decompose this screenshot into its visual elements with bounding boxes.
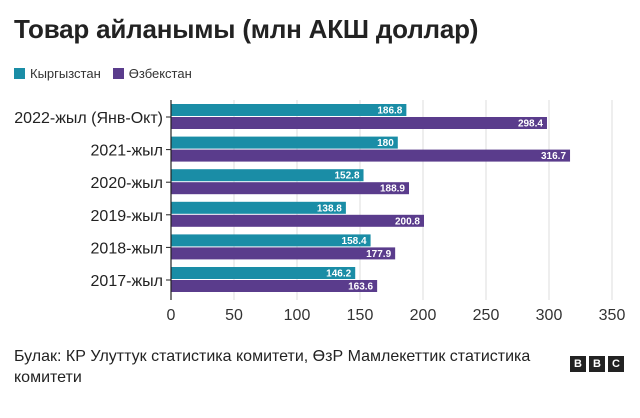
- bar-uzbekistan: [171, 182, 410, 195]
- legend-swatch-kyrgyzstan: [14, 68, 25, 79]
- bar-uzbekistan: [171, 214, 425, 227]
- category-label: 2022-жыл (Янв-Окт): [14, 110, 163, 127]
- data-label-uzbekistan: 316.7: [541, 151, 566, 162]
- data-label-kyrgyzstan: 180: [377, 138, 394, 149]
- data-label-uzbekistan: 163.6: [348, 282, 373, 293]
- bar-kyrgyzstan: [171, 234, 371, 247]
- data-label-kyrgyzstan: 138.8: [317, 203, 342, 214]
- category-label: 2018-жыл: [91, 240, 163, 257]
- bbc-logo: B B C: [570, 356, 624, 372]
- bar-uzbekistan: [171, 117, 547, 129]
- source-note: Булак: КР Улуттук статистика комитети, Ө…: [14, 348, 531, 386]
- bar-uzbekistan: [171, 280, 378, 292]
- bar-uzbekistan: [171, 247, 396, 260]
- data-label-uzbekistan: 200.8: [395, 216, 420, 227]
- legend-label-uzbekistan: Өзбекстан: [128, 66, 192, 81]
- bar-kyrgyzstan: [171, 169, 364, 182]
- category-label: 2021-жыл: [91, 143, 163, 160]
- data-label-uzbekistan: 298.4: [518, 119, 543, 130]
- category-label: 2019-жыл: [91, 208, 163, 225]
- x-tick-label: 250: [473, 307, 500, 324]
- data-label-uzbekistan: 177.9: [366, 249, 391, 260]
- bar-uzbekistan: [171, 149, 571, 162]
- data-label-uzbekistan: 188.9: [380, 184, 405, 195]
- bbc-logo-letter: C: [608, 356, 624, 372]
- category-label: 2020-жыл: [91, 175, 163, 192]
- data-label-kyrgyzstan: 158.4: [342, 236, 367, 247]
- bbc-logo-letter: B: [570, 356, 586, 372]
- legend-label-kyrgyzstan: Кыргызстан: [30, 66, 101, 81]
- data-label-kyrgyzstan: 152.8: [334, 171, 359, 182]
- category-label: 2017-жыл: [91, 273, 163, 290]
- x-tick-label: 300: [536, 307, 563, 324]
- data-label-kyrgyzstan: 186.8: [377, 106, 402, 117]
- legend-item-kyrgyzstan: Кыргызстан: [14, 66, 101, 81]
- x-tick-label: 350: [599, 307, 626, 324]
- bar-kyrgyzstan: [171, 136, 398, 149]
- x-tick-label: 50: [225, 307, 243, 324]
- bar-kyrgyzstan: [171, 201, 346, 214]
- bar-kyrgyzstan: [171, 104, 407, 116]
- bar-chart: 0 50 100 150 200 250 300 350 2022-жыл (Янв-Окт) 1…: [14, 100, 626, 324]
- chart-title: Товар айланымы (млн АКШ доллар): [14, 14, 479, 44]
- legend-item-uzbekistan: Өзбекстан: [112, 66, 192, 81]
- bar-kyrgyzstan: [171, 267, 356, 279]
- x-tick-label: 100: [284, 307, 311, 324]
- bbc-logo-letter: B: [589, 356, 605, 372]
- x-tick-label: 0: [167, 307, 176, 324]
- x-tick-label: 200: [410, 307, 437, 324]
- legend: Кыргызстан Өзбекстан: [14, 66, 192, 81]
- legend-swatch-uzbekistan: [112, 68, 124, 79]
- data-label-kyrgyzstan: 146.2: [326, 269, 351, 280]
- x-tick-label: 150: [347, 307, 374, 324]
